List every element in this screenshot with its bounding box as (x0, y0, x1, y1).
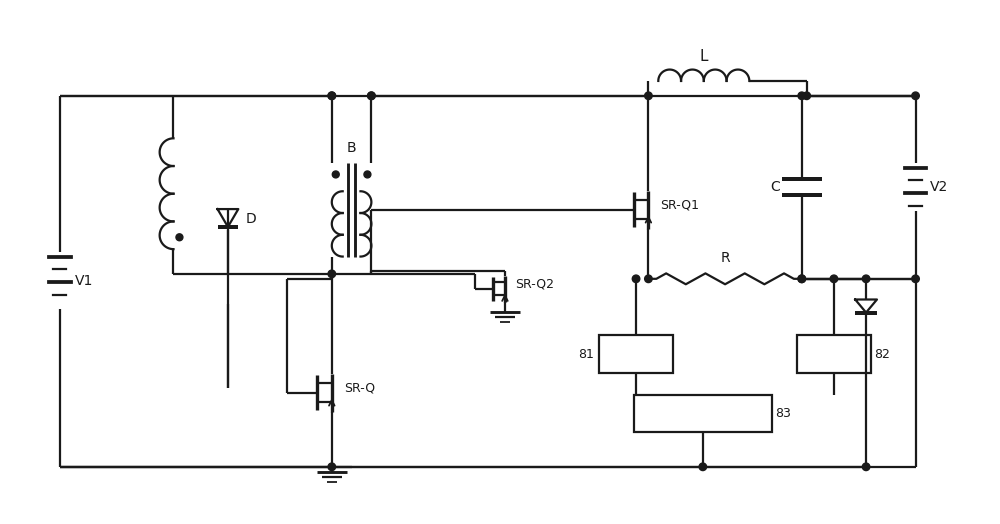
Text: SR-Q1: SR-Q1 (660, 198, 699, 211)
Text: V1: V1 (75, 274, 93, 288)
Text: D: D (246, 212, 256, 226)
Circle shape (176, 234, 183, 241)
Circle shape (332, 171, 339, 178)
Text: L: L (700, 49, 708, 63)
Text: SR-Q2: SR-Q2 (515, 277, 554, 290)
Text: 82: 82 (874, 347, 890, 361)
Circle shape (862, 275, 870, 282)
Text: 83: 83 (775, 407, 791, 420)
Bar (599, 335, 673, 373)
Text: R: R (720, 251, 730, 265)
Bar (797, 335, 871, 373)
Circle shape (912, 275, 919, 282)
Circle shape (645, 275, 652, 282)
Circle shape (798, 275, 806, 282)
Circle shape (328, 270, 336, 278)
Text: B: B (347, 140, 356, 155)
Circle shape (368, 92, 375, 100)
Circle shape (328, 463, 336, 471)
Text: 81: 81 (578, 347, 594, 361)
Circle shape (328, 92, 336, 100)
Circle shape (798, 92, 806, 100)
Circle shape (632, 275, 640, 282)
Bar (634, 395, 772, 432)
Text: C: C (770, 180, 780, 194)
Circle shape (803, 92, 810, 100)
Circle shape (830, 275, 838, 282)
Circle shape (368, 92, 375, 100)
Circle shape (798, 275, 806, 282)
Circle shape (645, 92, 652, 100)
Circle shape (699, 463, 707, 471)
Circle shape (862, 463, 870, 471)
Circle shape (912, 92, 919, 100)
Circle shape (364, 171, 371, 178)
Text: SR-Q: SR-Q (344, 381, 375, 394)
Text: V2: V2 (930, 180, 949, 194)
Circle shape (328, 92, 336, 100)
